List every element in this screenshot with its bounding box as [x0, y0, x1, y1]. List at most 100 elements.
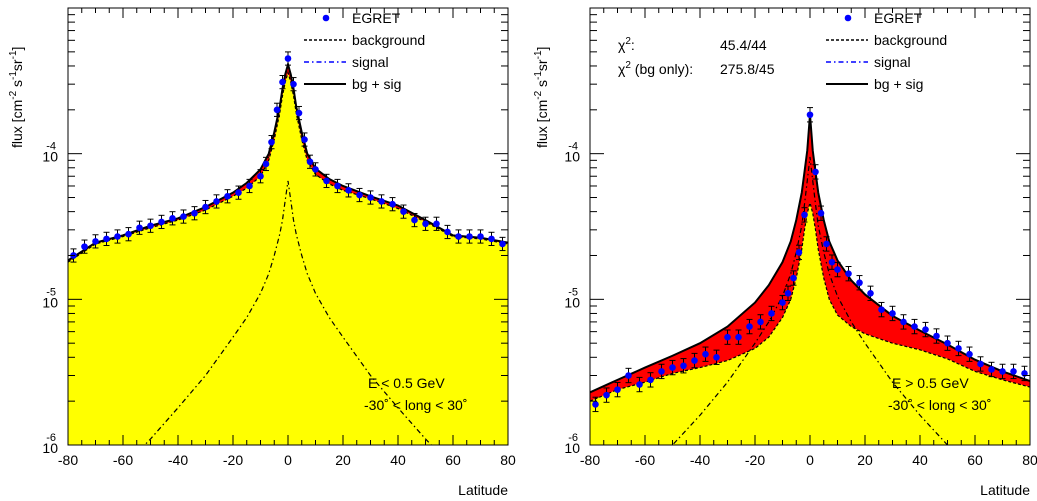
egret-point [900, 318, 907, 326]
egret-point [878, 306, 885, 313]
energy-cut-label: E > 0.5 GeV [892, 375, 969, 391]
x-tick-label: -60 [113, 452, 133, 468]
stat-label: χ2 (bg only): [618, 60, 693, 77]
x-tick-label: -80 [580, 452, 600, 468]
egret-point [312, 166, 319, 173]
egret-point [356, 191, 363, 199]
egret-point [614, 386, 621, 393]
egret-point [735, 333, 742, 341]
egret-point [757, 318, 764, 326]
legend-label: background [352, 32, 425, 48]
x-tick-label: 60 [445, 452, 461, 468]
y-tick-exponent: -6 [46, 432, 56, 444]
y-axis-label-part: flux [cm [9, 100, 25, 148]
egret-point [636, 381, 643, 388]
x-tick-label: -60 [635, 452, 655, 468]
y-tick-label: 10 [564, 440, 580, 456]
y-axis-label-exponent: -1 [533, 50, 544, 59]
x-tick-label: 20 [857, 452, 873, 468]
egret-point [999, 368, 1006, 375]
egret-point [433, 220, 440, 228]
stat-suffix: (bg only): [631, 61, 693, 77]
egret-point [647, 376, 654, 384]
egret-point [988, 366, 995, 373]
y-axis-label-exponent: -2 [8, 90, 19, 99]
y-tick-label: 10 [564, 294, 580, 310]
egret-point [834, 266, 841, 273]
legend: EGRET background signal bg + sig [304, 10, 425, 92]
legend-point-icon [844, 14, 852, 22]
x-tick-label: 20 [335, 452, 351, 468]
x-tick-label: 0 [284, 452, 292, 468]
egret-point [911, 323, 918, 330]
egret-point [345, 187, 352, 194]
y-tick-exponent: -5 [46, 286, 56, 298]
x-axis-label: Latitude [458, 482, 508, 498]
x-tick-label: -40 [168, 452, 188, 468]
egret-point [955, 345, 962, 352]
legend-label: signal [874, 54, 911, 70]
egret-point [603, 391, 610, 399]
egret-point [246, 182, 253, 190]
y-axis-label-exponent: -1 [8, 50, 19, 59]
egret-point [702, 350, 709, 358]
x-tick-label: -20 [223, 452, 243, 468]
y-axis-label: flux [cm-2 s-1sr-1] [8, 47, 25, 148]
egret-point [213, 198, 220, 205]
y-axis-label-exponent: -1 [533, 71, 544, 80]
x-axis-label: Latitude [980, 482, 1030, 498]
egret-point [103, 235, 110, 243]
background-curve [590, 200, 1030, 402]
legend-label: EGRET [874, 10, 923, 26]
egret-point [81, 243, 88, 250]
egret-point [966, 350, 973, 358]
stat-symbol: χ [618, 61, 626, 77]
egret-point [779, 299, 786, 306]
egret-point [224, 192, 231, 200]
energy-cut-label: E < 0.5 GeV [368, 375, 445, 391]
egret-point [922, 326, 929, 333]
egret-point [795, 249, 803, 256]
egret-point [768, 310, 775, 317]
egret-point [389, 200, 396, 208]
x-tick-label: 0 [806, 452, 814, 468]
egret-point [378, 198, 385, 205]
stat-label: χ2: [618, 36, 635, 53]
egret-point [147, 222, 154, 230]
egret-point [801, 211, 808, 219]
egret-point [295, 109, 303, 117]
stat-exponent: 2 [625, 60, 631, 71]
egret-point [724, 333, 731, 341]
egret-point [191, 209, 198, 217]
y-axis-label-part: s [9, 80, 25, 91]
egret-point [367, 194, 374, 201]
y-tick-label: 10 [42, 149, 58, 165]
egret-point [658, 368, 665, 375]
egret-point [235, 189, 242, 196]
y-axis-label-part: flux [cm [534, 100, 550, 148]
stat-symbol: χ [618, 37, 626, 53]
egret-point [334, 182, 341, 190]
background-area [590, 202, 1030, 445]
egret-point [790, 274, 797, 282]
egret-point [806, 111, 814, 119]
legend-label: background [874, 32, 947, 48]
egret-point [944, 339, 951, 347]
egret-point [669, 364, 676, 371]
plot-area [590, 107, 1030, 445]
egret-point [466, 233, 473, 240]
y-tick-exponent: -5 [568, 286, 578, 298]
y-tick-exponent: -4 [46, 141, 56, 153]
y-tick-label: 10 [564, 149, 580, 165]
x-tick-label: 80 [1022, 452, 1037, 468]
egret-point [257, 172, 264, 180]
longitude-range-label: -30˚ < long < 30˚ [888, 397, 992, 413]
x-tick-label: 80 [500, 452, 516, 468]
egret-point [180, 213, 187, 220]
egret-point [290, 80, 297, 88]
legend-label: EGRET [352, 10, 401, 26]
signal-curve [671, 156, 949, 445]
egret-point [828, 258, 836, 266]
egret-point [158, 218, 165, 226]
y-axis-label-part: ] [9, 47, 25, 51]
